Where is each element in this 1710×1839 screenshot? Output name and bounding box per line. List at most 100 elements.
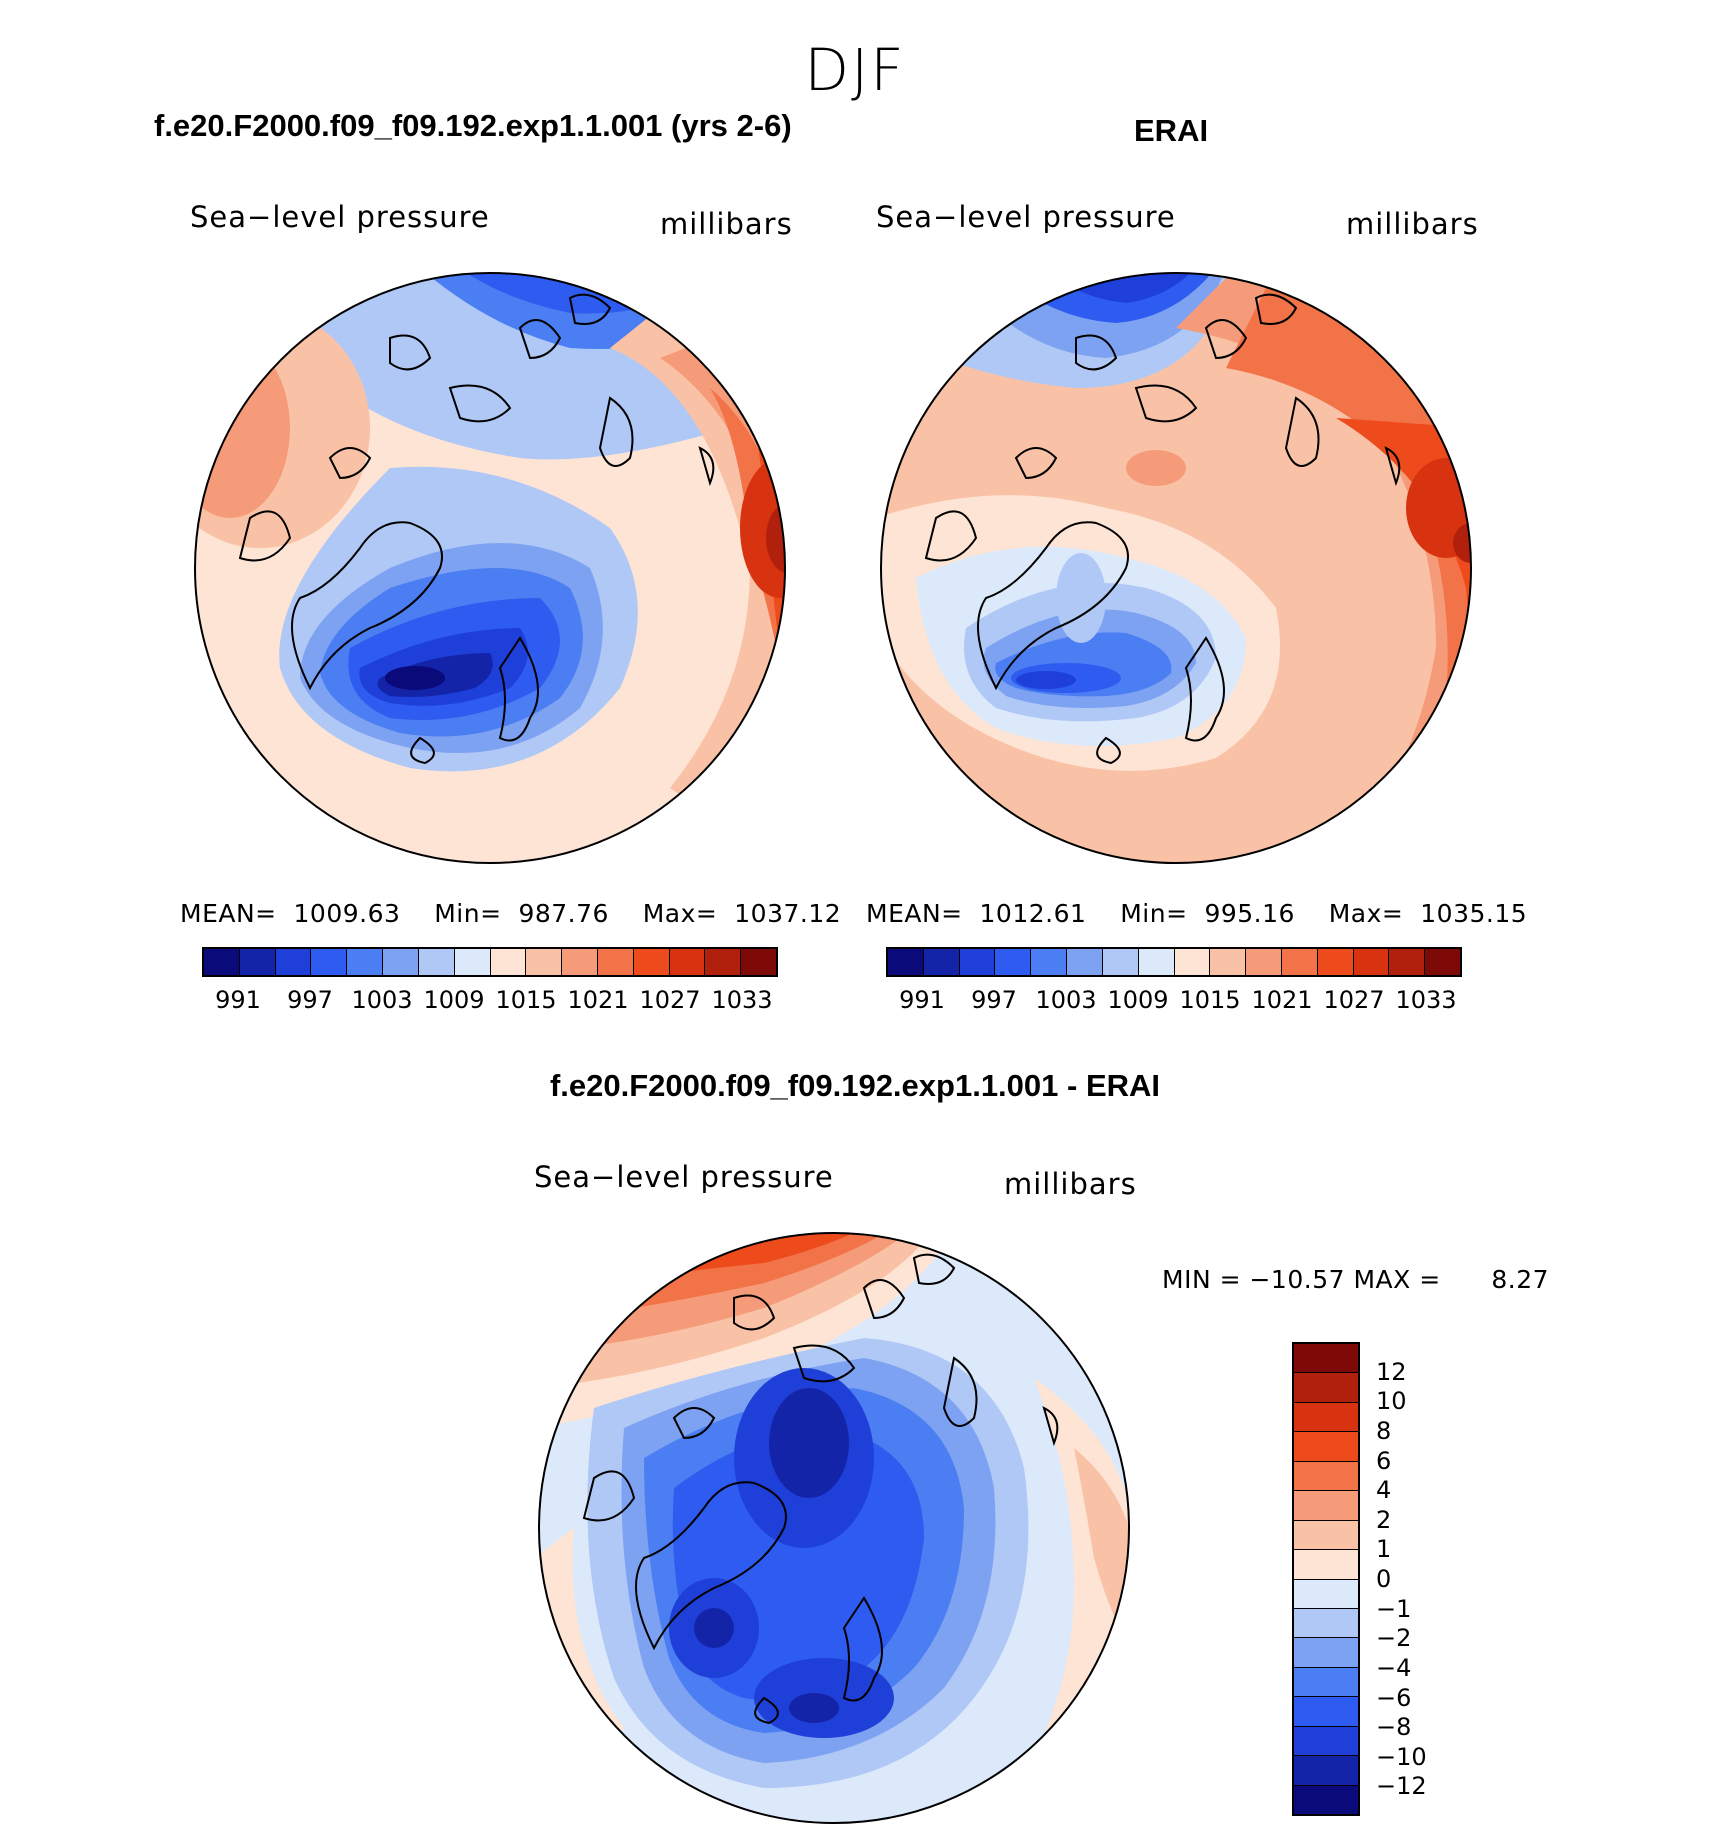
panel2-title: ERAI	[1134, 113, 1209, 148]
colorbar-tick-label: 991	[215, 986, 261, 1014]
colorbar-swatch	[888, 949, 924, 975]
panel3-minmax: MIN = −10.57 MAX = 8.27	[1162, 1265, 1549, 1294]
colorbar-tick-label: 991	[899, 986, 945, 1014]
colorbar-swatch	[959, 949, 996, 975]
colorbar-tick-label: −12	[1376, 1772, 1427, 1801]
panel1-colorbar-ticks: 991 997 1003 1009 1015 1021 1027 1033	[202, 986, 778, 1016]
colorbar-swatch	[1294, 1402, 1358, 1433]
colorbar-swatch	[562, 949, 598, 975]
colorbar-swatch	[597, 949, 634, 975]
colorbar-tick-label: 1015	[495, 986, 557, 1014]
colorbar-tick-label: 1015	[1179, 986, 1241, 1014]
panel1-field-label: Sea−level pressure	[190, 200, 490, 234]
panel2-stats: MEAN= 1012.61 Min= 995.16 Max= 1035.15	[866, 899, 1527, 928]
colorbar-swatch	[1294, 1461, 1358, 1492]
season-title: DJF	[804, 36, 906, 104]
colorbar-tick-label: 1003	[351, 986, 413, 1014]
colorbar-swatch	[1294, 1608, 1358, 1639]
panel2-max-label: Max=	[1328, 899, 1404, 928]
colorbar-swatch	[995, 949, 1032, 975]
panel1-title: f.e20.F2000.f09_f09.192.exp1.1.001 (yrs …	[154, 108, 792, 143]
panel3-colorbar-ticks: 12 10 8 6 4 2 1 0 −1 −2 −4 −6 −8 −10 −12	[1376, 1342, 1456, 1816]
panel2-mean-value: 1012.61	[979, 899, 1087, 928]
colorbar-tick-label: −6	[1376, 1683, 1412, 1712]
colorbar-swatch	[1294, 1373, 1358, 1403]
colorbar-tick-label: 0	[1376, 1565, 1392, 1593]
panel2-mean-label: MEAN=	[866, 899, 963, 928]
colorbar-swatch	[1294, 1726, 1358, 1757]
panel1-mean-label: MEAN=	[180, 899, 277, 928]
colorbar-tick-label: 1003	[1035, 986, 1097, 1014]
panel1-colorbar	[202, 947, 778, 977]
colorbar-tick-label: 1027	[1323, 986, 1385, 1014]
colorbar-swatch	[1174, 949, 1211, 975]
colorbar-swatch	[418, 949, 455, 975]
colorbar-tick-label: 1021	[1251, 986, 1313, 1014]
panel1-mean-value: 1009.63	[293, 899, 401, 928]
panel2-max-value: 1035.15	[1420, 899, 1528, 928]
panel1-max-label: Max=	[642, 899, 718, 928]
colorbar-tick-label: 4	[1376, 1476, 1392, 1505]
panel1-min-value: 987.76	[518, 899, 609, 928]
panel2-colorbar-ticks: 991 997 1003 1009 1015 1021 1027 1033	[886, 986, 1462, 1016]
panel2-units-label: millibars	[1346, 207, 1479, 241]
colorbar-swatch	[204, 949, 240, 975]
panel2-min-value: 995.16	[1204, 899, 1295, 928]
colorbar-tick-label: 1033	[1395, 986, 1457, 1014]
colorbar-swatch	[1102, 949, 1139, 975]
colorbar-swatch	[1294, 1432, 1358, 1462]
colorbar-swatch	[239, 949, 276, 975]
colorbar-swatch	[275, 949, 312, 975]
panel1-map	[194, 272, 786, 864]
colorbar-swatch	[1294, 1579, 1358, 1609]
colorbar-swatch	[490, 949, 527, 975]
colorbar-tick-label: −4	[1376, 1653, 1412, 1682]
colorbar-swatch	[1294, 1344, 1358, 1374]
colorbar-swatch	[1246, 949, 1282, 975]
colorbar-swatch	[1294, 1638, 1358, 1668]
colorbar-tick-label: 997	[287, 986, 333, 1014]
colorbar-swatch	[526, 949, 563, 975]
colorbar-swatch	[1031, 949, 1068, 975]
colorbar-tick-label: 1021	[567, 986, 629, 1014]
colorbar-swatch	[1210, 949, 1247, 975]
colorbar-tick-label: 6	[1376, 1446, 1392, 1475]
panel3-map	[538, 1232, 1130, 1824]
colorbar-tick-label: −2	[1376, 1624, 1412, 1653]
colorbar-swatch	[1281, 949, 1318, 975]
colorbar-tick-label: 8	[1376, 1416, 1392, 1445]
colorbar-tick-label: 12	[1376, 1357, 1407, 1386]
colorbar-tick-label: 997	[971, 986, 1017, 1014]
panel1-max-value: 1037.12	[734, 899, 842, 928]
panel2-colorbar	[886, 947, 1462, 977]
colorbar-swatch	[1389, 949, 1426, 975]
colorbar-swatch	[1138, 949, 1175, 975]
colorbar-tick-label: 1033	[711, 986, 773, 1014]
colorbar-swatch	[1353, 949, 1390, 975]
panel3-title: f.e20.F2000.f09_f09.192.exp1.1.001 - ERA…	[549, 1068, 1161, 1103]
colorbar-tick-label: 1027	[639, 986, 701, 1014]
panel1-min-label: Min=	[434, 899, 502, 928]
colorbar-tick-label: 1009	[423, 986, 485, 1014]
colorbar-swatch	[1294, 1550, 1358, 1580]
colorbar-swatch	[923, 949, 960, 975]
colorbar-swatch	[1294, 1520, 1358, 1551]
panel2-min-label: Min=	[1120, 899, 1188, 928]
colorbar-swatch	[1294, 1697, 1358, 1727]
colorbar-swatch	[311, 949, 348, 975]
colorbar-tick-label: 1	[1376, 1535, 1392, 1564]
colorbar-swatch	[1425, 949, 1460, 975]
panel3-colorbar	[1292, 1342, 1360, 1816]
colorbar-swatch	[1294, 1491, 1358, 1521]
panel3-field-label: Sea−level pressure	[534, 1160, 834, 1194]
colorbar-tick-label: 1009	[1107, 986, 1169, 1014]
panel1-stats: MEAN= 1009.63 Min= 987.76 Max= 1037.12	[180, 899, 841, 928]
colorbar-swatch	[1317, 949, 1354, 975]
colorbar-swatch	[1067, 949, 1103, 975]
colorbar-swatch	[383, 949, 419, 975]
colorbar-tick-label: 2	[1376, 1505, 1392, 1534]
colorbar-tick-label: −10	[1376, 1742, 1427, 1771]
panel3-max-value: 8.27	[1491, 1265, 1550, 1294]
panel3-units-label: millibars	[1004, 1167, 1137, 1201]
colorbar-swatch	[633, 949, 670, 975]
